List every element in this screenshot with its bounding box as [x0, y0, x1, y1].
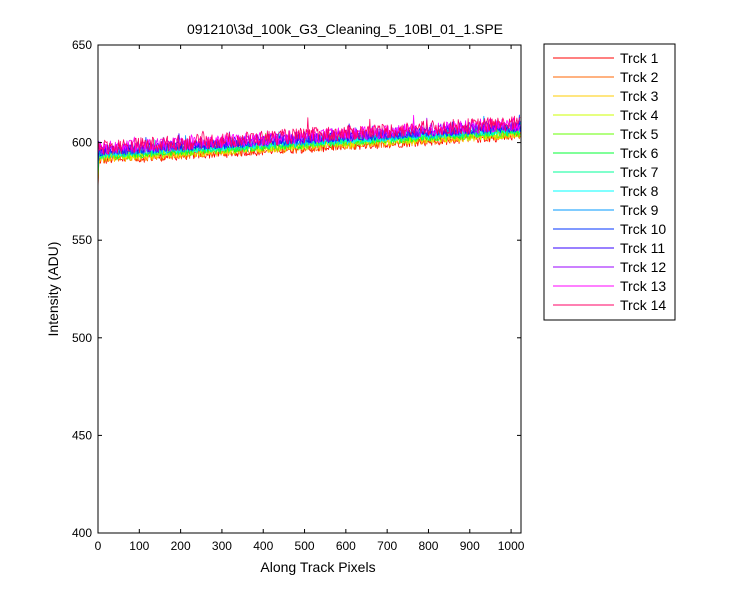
x-tick-label: 300: [212, 539, 232, 553]
x-axis: 0 100 200 300 400 500 600 700 800 900 1000: [95, 45, 525, 553]
plot-frame: [97, 44, 522, 534]
legend-label-trck-12: Trck 12: [620, 259, 666, 275]
series-line-trck-9: [97, 115, 521, 167]
x-tick-label: 400: [253, 539, 273, 553]
legend-label-trck-5: Trck 5: [620, 126, 659, 142]
legend-label-trck-10: Trck 10: [620, 221, 666, 237]
legend-items: Trck 1 Trck 2 Trck 3 Trck 4 Trck 5 Trck 6 Trck…: [553, 50, 666, 313]
y-axis-label: Intensity (ADU): [45, 242, 61, 337]
legend-label-trck-3: Trck 3: [620, 88, 659, 104]
y-tick-label: 450: [72, 428, 92, 442]
x-tick-label: 800: [418, 539, 438, 553]
legend-label-trck-2: Trck 2: [620, 69, 659, 85]
legend-label-trck-6: Trck 6: [620, 145, 659, 161]
legend-label-trck-8: Trck 8: [620, 183, 659, 199]
chart-title: 091210\3d_100k_G3_Cleaning_5_10Bl_01_1.S…: [187, 21, 503, 37]
legend-label-trck-7: Trck 7: [620, 164, 659, 180]
plot-background: [98, 45, 521, 533]
y-tick-label: 500: [72, 331, 92, 345]
y-tick-label: 600: [72, 136, 92, 150]
legend-label-trck-9: Trck 9: [620, 202, 659, 218]
x-tick-label: 200: [171, 539, 191, 553]
legend-label-trck-13: Trck 13: [620, 278, 666, 294]
y-tick-label: 550: [72, 233, 92, 247]
x-tick-label: 700: [377, 539, 397, 553]
series-layer: [97, 114, 521, 190]
legend-label-trck-4: Trck 4: [620, 107, 659, 123]
series-line-trck-12: [97, 117, 521, 158]
legend-label-trck-1: Trck 1: [620, 50, 659, 66]
legend: Trck 1 Trck 2 Trck 3 Trck 4 Trck 5 Trck 6 Trck…: [543, 43, 676, 321]
x-axis-label: Along Track Pixels: [260, 559, 375, 575]
y-tick-label: 400: [72, 526, 92, 540]
y-tick-label: 650: [72, 38, 92, 52]
x-tick-label: 500: [295, 539, 315, 553]
x-tick-label: 1000: [498, 539, 525, 553]
legend-label-trck-11: Trck 11: [620, 240, 665, 256]
plot-area: 0 100 200 300 400 500 600 700 800 900 1000 400 450 5…: [72, 38, 525, 553]
x-tick-label: 900: [460, 539, 480, 553]
legend-label-trck-14: Trck 14: [620, 297, 666, 313]
x-tick-label: 600: [336, 539, 356, 553]
x-tick-label: 100: [129, 539, 149, 553]
y-axis: 400 450 500 550 600 650: [72, 38, 521, 540]
x-tick-label: 0: [95, 539, 102, 553]
series-line-trck-14: [97, 115, 521, 155]
legend-box: [543, 43, 676, 321]
